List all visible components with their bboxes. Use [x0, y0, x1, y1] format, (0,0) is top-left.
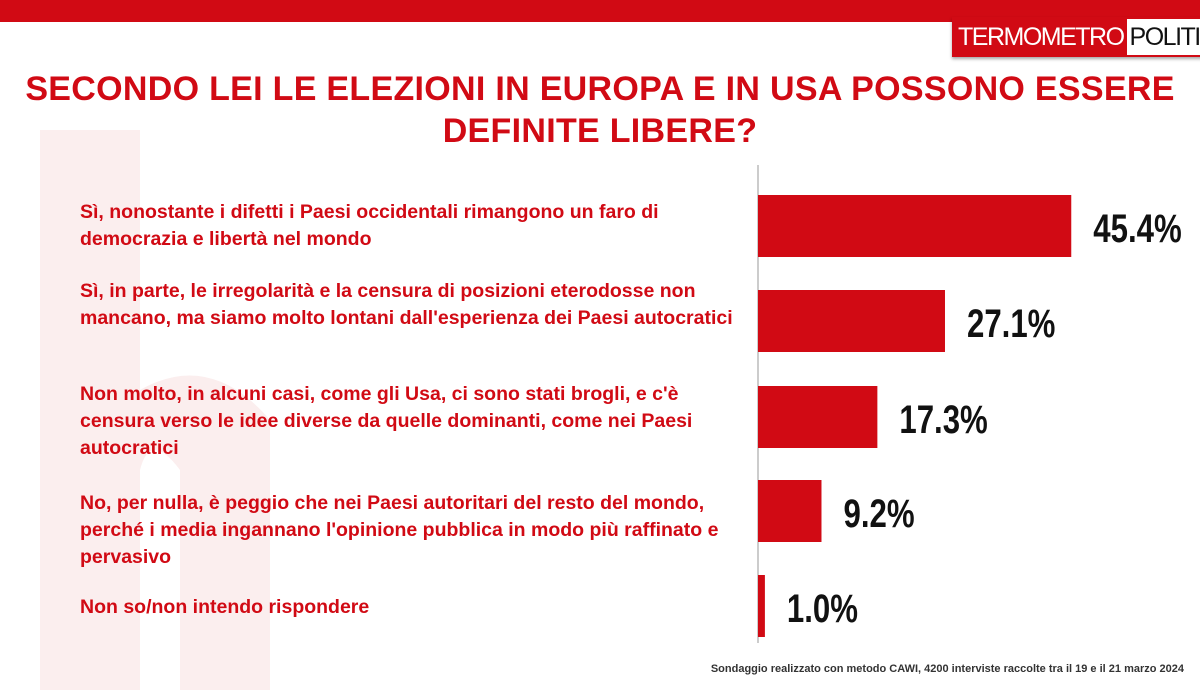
answer-label-4: No, per nulla, è peggio che nei Paesi au… — [80, 492, 719, 568]
bar-value-label-2: 27.1% — [967, 301, 1055, 346]
footer-note: Sondaggio realizzato con metodo CAWI, 42… — [710, 663, 1184, 675]
brand-logo: TERMOMETRO POLITICO — [952, 17, 1200, 57]
answer-label-3: Non molto, in alcuni casi, come gli Usa,… — [80, 383, 693, 459]
answer-label-5: Non so/non intendo rispondere — [80, 596, 370, 618]
top-stripe — [0, 0, 1200, 22]
answer-label-1: Sì, nonostante i difetti i Paesi occiden… — [80, 201, 659, 250]
bar-4 — [758, 480, 822, 542]
brand-logo-part1: TERMOMETRO — [954, 19, 1127, 55]
bar-5 — [758, 575, 765, 637]
brand-logo-part2: POLITICO — [1126, 19, 1200, 55]
bar-1 — [758, 195, 1072, 257]
bar-value-label-1: 45.4% — [1093, 206, 1181, 251]
bar-value-label-3: 17.3% — [899, 397, 987, 442]
bar-3 — [758, 386, 878, 448]
background-logo-watermark — [40, 130, 270, 690]
bar-2 — [758, 290, 945, 352]
bar-value-label-5: 1.0% — [787, 586, 858, 631]
answer-label-2: Sì, in parte, le irregolarità e la censu… — [80, 280, 733, 329]
chart-title: SECONDO LEI LE ELEZIONI IN EUROPA E IN U… — [25, 70, 1175, 150]
bar-value-label-4: 9.2% — [843, 491, 914, 536]
